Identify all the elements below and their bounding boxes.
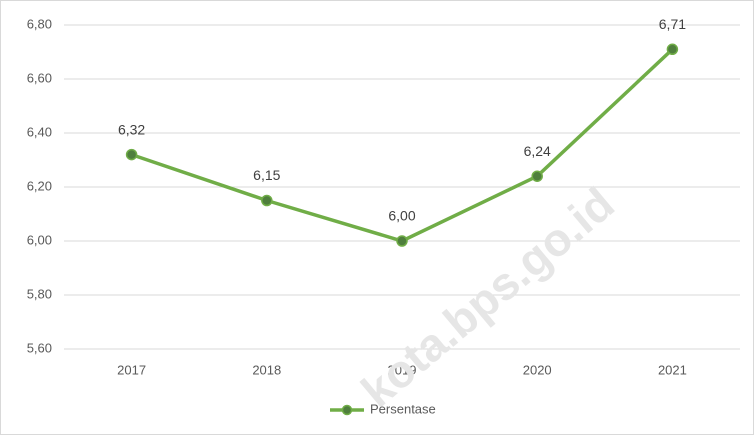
legend-label: Persentase	[370, 401, 436, 416]
y-tick-label: 5,80	[27, 286, 52, 301]
point	[396, 235, 408, 247]
y-tick-label: 6,20	[27, 178, 52, 193]
point	[261, 194, 273, 207]
point	[531, 170, 543, 182]
x-tick-label: 2018	[252, 362, 281, 377]
data-label: 6,32	[118, 121, 145, 137]
point	[125, 148, 138, 161]
x-tick-label: 2020	[523, 362, 552, 377]
legend-marker	[341, 404, 353, 416]
y-tick-label: 5,60	[27, 340, 52, 355]
x-tick-label: 2019	[388, 362, 417, 377]
x-tick-label: 2021	[658, 362, 687, 377]
y-tick-label: 6,60	[27, 70, 52, 85]
y-tick-label: 6,00	[27, 232, 52, 247]
y-tick-label: 6,40	[27, 124, 52, 139]
data-label: 6,24	[524, 143, 551, 159]
data-label: 6,71	[659, 16, 686, 32]
data-label: 6,00	[388, 208, 415, 224]
data-label: 6,15	[253, 167, 280, 183]
y-tick-label: 6,80	[27, 16, 52, 31]
x-tick-label: 2017	[117, 362, 146, 377]
point	[666, 43, 679, 56]
